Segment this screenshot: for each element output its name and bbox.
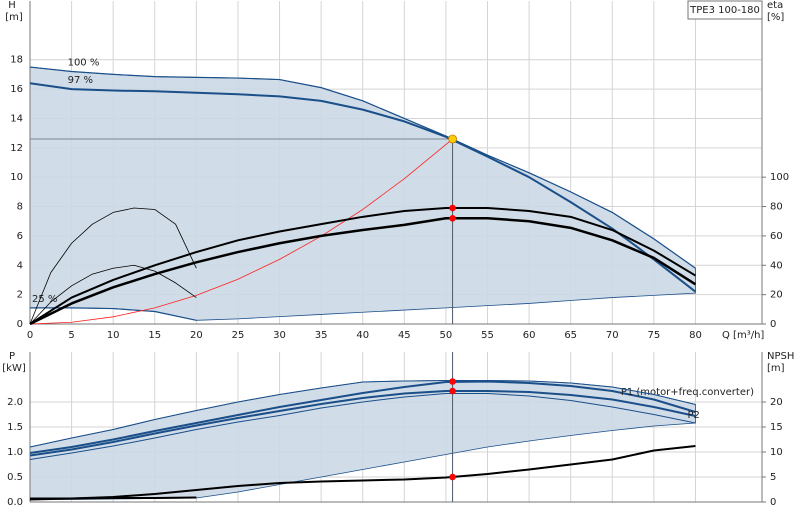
y-axis-unit: [kW]: [2, 363, 26, 374]
y-tick-label: 16: [10, 84, 23, 95]
y-tick-label: 8: [17, 202, 23, 213]
y-tick-label: 4: [17, 260, 23, 271]
curve: [29, 380, 696, 454]
curve: [29, 66, 696, 269]
duty-point: [449, 473, 456, 481]
x-tick-label: 70: [606, 330, 619, 341]
x-tick-label: 50: [440, 330, 453, 341]
model-box: [687, 0, 763, 20]
y2-tick-label: 0: [770, 497, 776, 508]
y2-tick-label: 0: [770, 319, 776, 330]
x-tick-label: 40: [356, 330, 369, 341]
x-tick-label: 55: [481, 330, 494, 341]
x-tick-label: 80: [689, 330, 702, 341]
y2-tick-label: 10: [770, 447, 783, 458]
y-tick-label: 18: [10, 55, 23, 66]
duty-point: [449, 387, 456, 395]
x-tick-label: 65: [564, 330, 577, 341]
curve: [29, 217, 697, 326]
curve-label: 25 %: [32, 294, 57, 305]
curve: [29, 445, 696, 501]
y2-tick-label: 40: [770, 260, 783, 271]
curve-label: 100 %: [68, 57, 100, 68]
x-tick-label: 45: [398, 330, 411, 341]
x-tick-label: 60: [523, 330, 536, 341]
y2-tick-label: 5: [770, 472, 776, 483]
curve: [29, 138, 453, 325]
y2-axis-unit: [m]: [767, 363, 785, 374]
y-tick-label: 12: [10, 143, 23, 154]
curve: [30, 496, 197, 500]
x-tick-label: 15: [148, 330, 161, 341]
y2-tick-label: 15: [770, 422, 783, 433]
x-tick-label: 20: [190, 330, 203, 341]
x-tick-label: 35: [315, 330, 328, 341]
duty-point: [449, 378, 456, 385]
y-tick-label: 2: [17, 290, 23, 301]
curve: [29, 390, 696, 457]
y2-tick-label: 20: [770, 397, 783, 408]
y2-axis-label: eta: [767, 0, 783, 11]
x-tick-label: 75: [647, 330, 660, 341]
y-axis-label: P: [9, 351, 15, 362]
x-tick-label: 30: [273, 330, 286, 341]
y2-axis-unit: [%]: [767, 12, 784, 23]
duty-point: [448, 134, 457, 144]
y-axis-unit: [m]: [5, 12, 23, 23]
y-tick-label: 0: [17, 319, 23, 330]
y2-axis-label: NPSH: [767, 351, 794, 362]
y2-tick-label: 80: [770, 202, 783, 213]
curve-label: P2: [687, 410, 699, 421]
curve: [29, 380, 696, 448]
curve: [29, 393, 696, 460]
y-axis-label: H: [8, 0, 16, 11]
duty-point: [449, 204, 456, 212]
y-tick-label: 6: [17, 231, 23, 242]
y2-tick-label: 20: [770, 290, 783, 301]
x-tick-label: 5: [68, 330, 74, 341]
x-axis-label: Q [m³/h]: [722, 330, 764, 341]
y-tick-label: 0.0: [7, 497, 23, 508]
x-tick-label: 0: [27, 330, 33, 341]
y-tick-label: 0.5: [7, 472, 23, 483]
y2-tick-label: 60: [770, 231, 783, 242]
duty-point: [449, 214, 456, 222]
curve: [29, 207, 197, 325]
curve: [29, 207, 696, 325]
model-label: TPE3 100-180: [689, 5, 760, 16]
y-tick-label: 1.5: [7, 422, 23, 433]
curve-label: P1 (motor+freq.converter): [621, 387, 754, 398]
y-tick-label: 2.0: [7, 397, 23, 408]
curve-label: 97 %: [68, 75, 93, 86]
y-tick-label: 1.0: [7, 447, 23, 458]
curve: [30, 307, 197, 321]
y-tick-label: 14: [10, 113, 23, 124]
curve: [29, 82, 697, 293]
x-tick-label: 10: [107, 330, 120, 341]
x-tick-label: 25: [232, 330, 245, 341]
y-tick-label: 10: [10, 172, 23, 183]
curve: [29, 264, 197, 325]
y2-tick-label: 100: [770, 172, 789, 183]
